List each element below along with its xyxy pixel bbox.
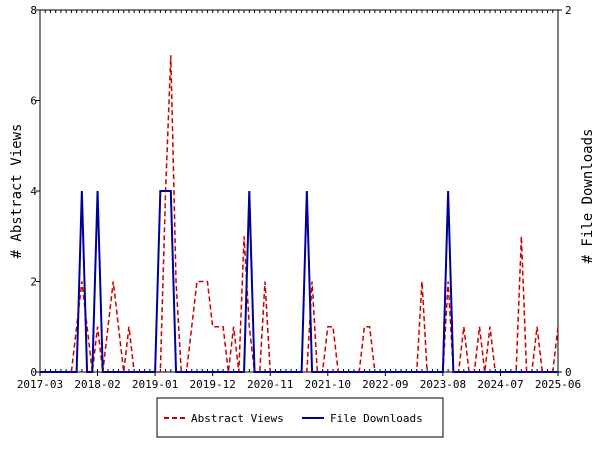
left-y-axis: 0 2 4 6 8 [30, 4, 40, 379]
x-axis: 2017-03 2018-02 2019-01 2019-12 2020-11 2021-… [17, 10, 581, 391]
x-tick-label: 2023-08 [420, 378, 466, 391]
series-layer [40, 55, 559, 373]
x-tick-label: 2024-07 [477, 378, 523, 391]
y-left-tick-label: 6 [30, 95, 37, 108]
right-axis-title: # File Downloads [580, 129, 596, 264]
x-tick-label: 2019-01 [132, 378, 178, 391]
x-tick-label: 2025-06 [535, 378, 581, 391]
y-left-tick-label: 2 [30, 276, 37, 289]
x-tick-label: 2020-11 [247, 378, 293, 391]
y-left-tick-label: 8 [30, 4, 37, 17]
y-right-tick-label: 0 [565, 366, 572, 379]
legend-label-abstract-views: Abstract Views [191, 412, 284, 425]
y-left-tick-label: 4 [30, 185, 37, 198]
series-line-file-downloads [40, 190, 558, 373]
legend: Abstract Views File Downloads [156, 397, 444, 438]
x-tick-label: 2021-10 [305, 378, 351, 391]
x-tick-label: 2019-12 [189, 378, 235, 391]
x-tick-label: 2017-03 [17, 378, 63, 391]
y-left-tick-label: 0 [30, 366, 37, 379]
y-right-tick-label: 2 [565, 4, 572, 17]
legend-label-file-downloads: File Downloads [330, 412, 423, 425]
x-tick-label: 2022-09 [362, 378, 408, 391]
left-axis-title: # Abstract Views [9, 124, 25, 259]
x-tick-label: 2018-02 [74, 378, 120, 391]
plot-area [39, 9, 559, 373]
right-y-axis: 02 [558, 4, 572, 379]
legend-box [156, 397, 444, 438]
